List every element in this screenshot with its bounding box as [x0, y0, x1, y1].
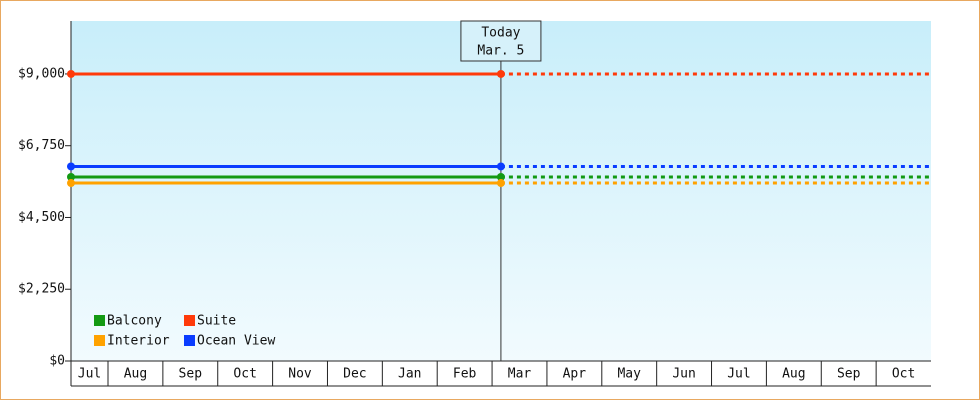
x-tick-label: Jul: [727, 367, 750, 382]
legend-label: Interior: [107, 334, 170, 349]
legend-swatch: [94, 315, 105, 326]
x-tick-label: Sep: [837, 367, 861, 382]
series-point: [67, 179, 75, 188]
x-tick-label: Oct: [233, 367, 256, 382]
legend-swatch: [94, 335, 105, 346]
x-tick-label: Jul: [78, 367, 101, 382]
x-tick-label: Aug: [124, 367, 147, 382]
x-tick-label: Feb: [453, 367, 477, 382]
y-tick-label: $0: [49, 354, 65, 369]
x-tick-label: Aug: [782, 367, 805, 382]
legend-label: Ocean View: [197, 334, 275, 349]
legend-swatch: [184, 315, 195, 326]
series-point: [496, 69, 505, 78]
series-point: [67, 162, 75, 171]
series-point: [496, 162, 505, 171]
x-tick-label: Oct: [892, 367, 915, 382]
series-point: [496, 179, 505, 188]
legend-label: Suite: [197, 314, 236, 329]
y-tick-label: $9,000: [18, 66, 65, 81]
legend-swatch: [184, 335, 195, 346]
series-point: [67, 69, 75, 78]
y-tick-label: $6,750: [18, 138, 65, 153]
y-tick-label: $4,500: [18, 210, 65, 225]
x-tick-label: Jan: [398, 367, 421, 382]
x-tick-label: Jun: [672, 367, 695, 382]
x-tick-label: Nov: [288, 367, 312, 382]
x-tick-label: Sep: [179, 367, 203, 382]
x-tick-label: Dec: [343, 367, 366, 382]
x-tick-label: May: [617, 367, 641, 382]
series-point: [67, 172, 75, 181]
x-tick-label: Apr: [563, 367, 587, 382]
today-box: [460, 20, 542, 62]
y-tick-label: $2,250: [18, 282, 65, 297]
today-date: Mar. 5: [477, 44, 524, 59]
legend-label: Balcony: [107, 314, 162, 329]
x-tick-label: Mar: [508, 367, 532, 382]
today-label: Today: [481, 26, 520, 41]
series-point: [496, 172, 505, 181]
